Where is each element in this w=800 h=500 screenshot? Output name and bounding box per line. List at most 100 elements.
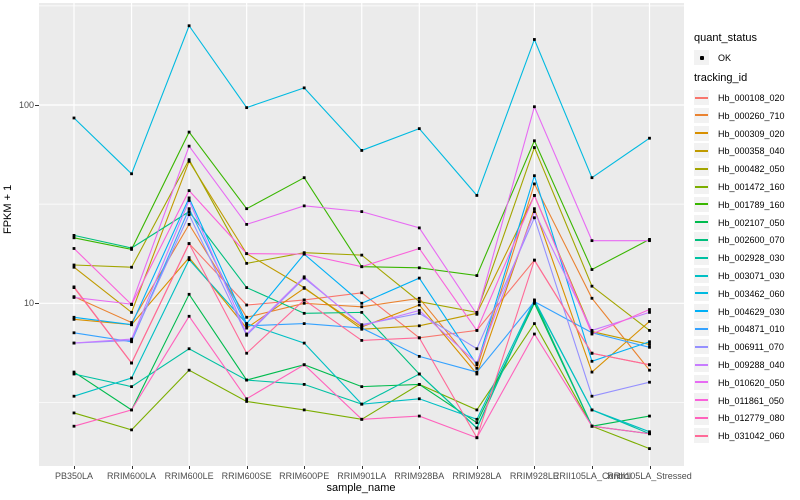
- data-point: [130, 428, 133, 432]
- data-point: [72, 331, 76, 335]
- data-point: [302, 311, 306, 315]
- data-point: [417, 127, 421, 131]
- data-point: [245, 303, 249, 307]
- data-point: [302, 301, 306, 305]
- data-point: [130, 361, 133, 365]
- legend-line-swatch: [695, 327, 708, 330]
- data-point: [360, 291, 364, 295]
- data-point: [130, 172, 133, 176]
- legend-item-label: Hb_004871_010: [718, 324, 785, 335]
- data-point: [72, 317, 76, 321]
- data-point: [417, 372, 421, 376]
- data-point: [360, 326, 364, 330]
- data-point: [590, 284, 594, 288]
- data-point: [187, 130, 191, 134]
- data-point: [245, 315, 249, 319]
- x-tick-label: PB350LA: [54, 471, 94, 481]
- data-point: [360, 417, 364, 421]
- data-point: [417, 266, 421, 270]
- data-point: [475, 417, 479, 421]
- data-point: [648, 343, 651, 346]
- data-point: [245, 400, 249, 403]
- data-point: [590, 370, 594, 374]
- x-tick-mark: [476, 466, 478, 469]
- data-point: [302, 382, 306, 386]
- data-point: [533, 194, 536, 197]
- legend-color-key: [694, 196, 709, 212]
- data-point: [648, 430, 651, 434]
- legend-item-label: Hb_002107_050: [718, 217, 785, 228]
- data-point: [590, 351, 594, 355]
- data-point: [360, 305, 364, 309]
- data-point: [72, 116, 76, 120]
- legend-item-label: Hb_000260_710: [718, 110, 785, 121]
- x-tick-mark: [189, 466, 191, 469]
- data-point: [187, 189, 191, 193]
- data-point: [533, 300, 536, 303]
- legend-color-key: [694, 285, 709, 301]
- data-point: [72, 372, 76, 376]
- data-point: [533, 207, 536, 211]
- x-tick-mark: [304, 466, 306, 469]
- data-point: [72, 424, 76, 428]
- data-point: [302, 275, 306, 279]
- legend-color-key: [694, 143, 709, 159]
- data-point: [533, 258, 536, 262]
- data-point: [417, 324, 421, 328]
- data-point: [187, 207, 191, 211]
- legend-line-swatch: [695, 274, 708, 277]
- legend-color-key: [694, 357, 709, 372]
- data-point: [475, 312, 479, 316]
- data-point: [130, 310, 133, 314]
- legend-item-label: Hb_010620_050: [718, 377, 785, 388]
- x-axis-title: sample_name: [326, 482, 396, 494]
- legend-line-swatch: [695, 256, 708, 259]
- x-tick-label: RRIM901LA: [337, 471, 387, 481]
- legend-line-swatch: [695, 363, 708, 366]
- legend-color-key: [694, 303, 709, 319]
- legend-color-key: [694, 179, 709, 194]
- legend-color-key: [694, 392, 709, 408]
- x-tick-label: RRIM928LE: [509, 471, 559, 481]
- y-tick-label: 100: [18, 100, 34, 110]
- data-point: [590, 424, 594, 428]
- legend-item-label: Hb_003462_060: [718, 288, 785, 299]
- data-point: [130, 321, 133, 324]
- data-point: [187, 24, 191, 28]
- data-point: [130, 265, 133, 269]
- data-point: [417, 309, 421, 312]
- legend-item-label: Hb_002600_070: [718, 235, 785, 246]
- data-point: [475, 421, 479, 425]
- data-point: [590, 394, 594, 398]
- data-point: [533, 301, 536, 305]
- data-point: [590, 239, 594, 243]
- legend-line-swatch: [695, 221, 708, 224]
- data-point: [590, 408, 594, 412]
- data-point: [72, 285, 76, 289]
- data-point: [590, 268, 594, 271]
- legend-color-key: [694, 428, 709, 444]
- data-point: [648, 329, 651, 332]
- legend-color-key: [694, 161, 709, 177]
- data-point: [187, 159, 191, 163]
- data-point: [360, 324, 364, 328]
- data-point: [302, 251, 306, 255]
- x-tick-label: RRII105LA_Control: [552, 471, 631, 481]
- data-point: [130, 408, 133, 412]
- legend-color-key: [694, 339, 709, 355]
- data-point: [533, 298, 536, 302]
- data-point: [302, 322, 306, 326]
- x-tick-mark: [131, 466, 133, 469]
- data-point: [533, 210, 536, 214]
- data-point: [187, 258, 191, 262]
- data-point: [187, 292, 191, 296]
- data-point: [648, 345, 651, 349]
- legend-line-swatch: [695, 114, 708, 117]
- data-point: [648, 308, 651, 311]
- data-point: [590, 296, 594, 300]
- data-point: [475, 426, 479, 430]
- data-point: [72, 394, 76, 398]
- data-point: [475, 363, 479, 367]
- legend-color-key: [694, 232, 709, 248]
- data-point: [360, 253, 364, 257]
